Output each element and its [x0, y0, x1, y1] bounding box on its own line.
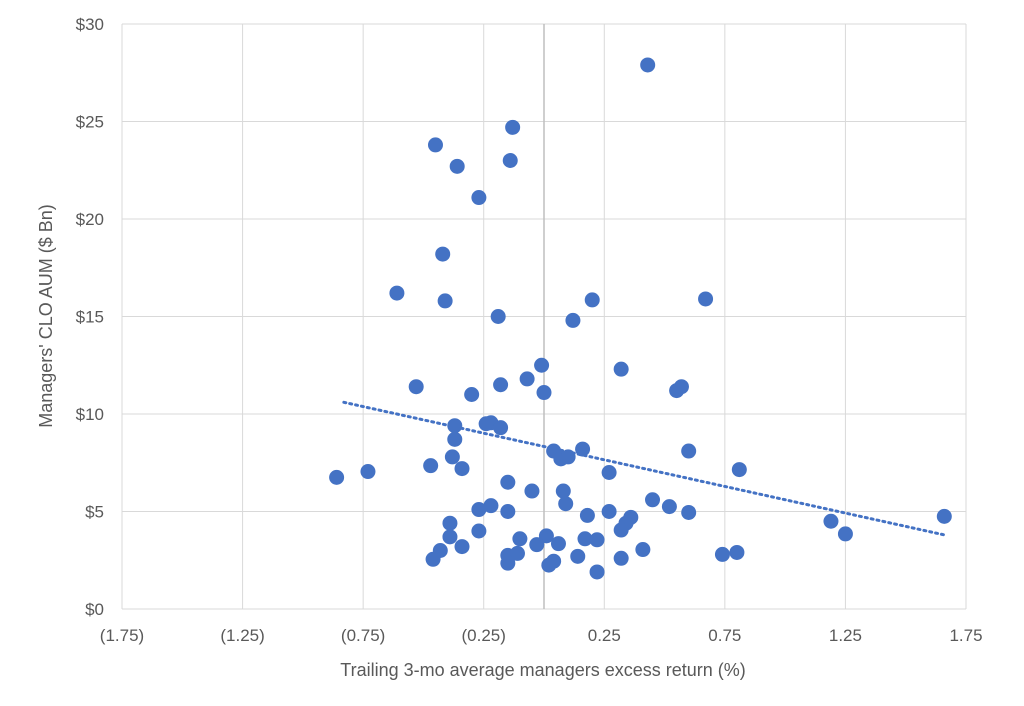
trendline-line [342, 400, 946, 537]
x-tick-label: (0.75) [341, 626, 385, 645]
data-point-11 [490, 309, 506, 324]
data-point-20 [673, 379, 689, 395]
data-point-9 [584, 292, 600, 308]
data-point-8 [437, 293, 453, 309]
data-point-48 [601, 504, 617, 519]
data-point-36 [329, 469, 345, 485]
data-point-53 [936, 508, 952, 524]
data-point-26 [447, 431, 463, 447]
data-point-54 [442, 515, 458, 531]
data-point-65 [529, 537, 545, 553]
x-tick-labels: (1.75) (1.25) (0.75) (0.25) 0.25 0.75 1.25 1.75 [100, 626, 983, 645]
data-point-46 [471, 502, 487, 518]
data-point-21 [464, 387, 480, 402]
data-point-56 [471, 523, 487, 539]
x-tick-label: (1.75) [100, 626, 144, 645]
data-point-43 [645, 492, 661, 508]
data-point-61 [512, 531, 528, 547]
x-tick-label: (1.25) [220, 626, 264, 645]
data-point-59 [442, 529, 458, 545]
x-tick-label: 0.25 [588, 626, 621, 645]
data-point-25 [493, 420, 509, 436]
data-point-44 [661, 499, 677, 515]
data-point-41 [555, 483, 571, 499]
data-point-78 [500, 555, 516, 571]
data-point-7 [389, 285, 405, 301]
y-tick-label: $0 [85, 600, 104, 619]
data-point-64 [454, 539, 470, 555]
data-point-37 [601, 465, 617, 480]
data-point-28 [575, 441, 591, 457]
data-point-34 [454, 461, 470, 477]
data-point-68 [635, 542, 651, 558]
data-point-38 [731, 462, 747, 478]
data-point-1 [505, 119, 521, 135]
data-point-62 [577, 531, 593, 547]
data-point-71 [570, 548, 586, 564]
data-point-32 [560, 449, 576, 465]
data-point-45 [483, 498, 499, 514]
x-tick-label: 1.75 [949, 626, 982, 645]
y-tick-label: $25 [76, 113, 104, 132]
data-point-60 [538, 528, 554, 544]
data-point-29 [681, 443, 697, 459]
y-tick-labels: $0 $5 $10 $15 $20 $25 $30 [76, 15, 104, 619]
data-point-63 [589, 532, 605, 548]
data-point-18 [536, 385, 552, 401]
data-point-39 [500, 474, 516, 490]
data-point-52 [823, 513, 839, 529]
data-point-16 [493, 377, 509, 393]
data-point-79 [589, 564, 605, 580]
data-point-10 [698, 291, 714, 307]
data-point-47 [500, 504, 516, 519]
data-point-35 [360, 464, 376, 480]
data-point-66 [550, 536, 566, 552]
data-point-6 [435, 246, 451, 262]
data-point-5 [471, 190, 487, 206]
y-tick-label: $30 [76, 15, 104, 34]
data-point-13 [534, 357, 550, 373]
data-point-0 [640, 57, 656, 73]
data-point-15 [408, 379, 424, 395]
data-point-50 [579, 507, 595, 523]
data-point-49 [681, 504, 697, 520]
data-point-77 [541, 557, 557, 573]
y-tick-label: $10 [76, 405, 104, 424]
y-tick-label: $5 [85, 503, 104, 522]
data-point-75 [425, 551, 441, 567]
data-point-14 [613, 361, 629, 377]
data-point-30 [444, 449, 460, 465]
data-point-57 [613, 522, 629, 538]
y-tick-label: $15 [76, 308, 104, 327]
data-point-74 [729, 544, 745, 560]
x-tick-label: (0.25) [462, 626, 506, 645]
data-point-58 [837, 526, 853, 542]
data-point-17 [519, 371, 535, 387]
data-point-42 [558, 496, 574, 512]
y-tick-label: $20 [76, 210, 104, 229]
data-point-70 [509, 545, 525, 561]
data-point-33 [423, 458, 439, 474]
x-tick-label: 0.75 [708, 626, 741, 645]
y-axis-title: Managers' CLO AUM ($ Bn) [36, 204, 56, 428]
data-point-72 [613, 550, 629, 566]
data-point-3 [502, 153, 518, 168]
data-point-2 [427, 137, 443, 153]
data-point-4 [449, 158, 465, 174]
data-point-73 [714, 546, 730, 562]
data-points [329, 57, 952, 580]
x-axis-title: Trailing 3-mo average managers excess re… [340, 660, 746, 680]
data-point-40 [524, 483, 540, 499]
trendline [342, 400, 946, 537]
x-tick-label: 1.25 [829, 626, 862, 645]
data-point-24 [478, 416, 494, 432]
data-point-22 [447, 418, 463, 434]
data-point-12 [565, 312, 581, 328]
